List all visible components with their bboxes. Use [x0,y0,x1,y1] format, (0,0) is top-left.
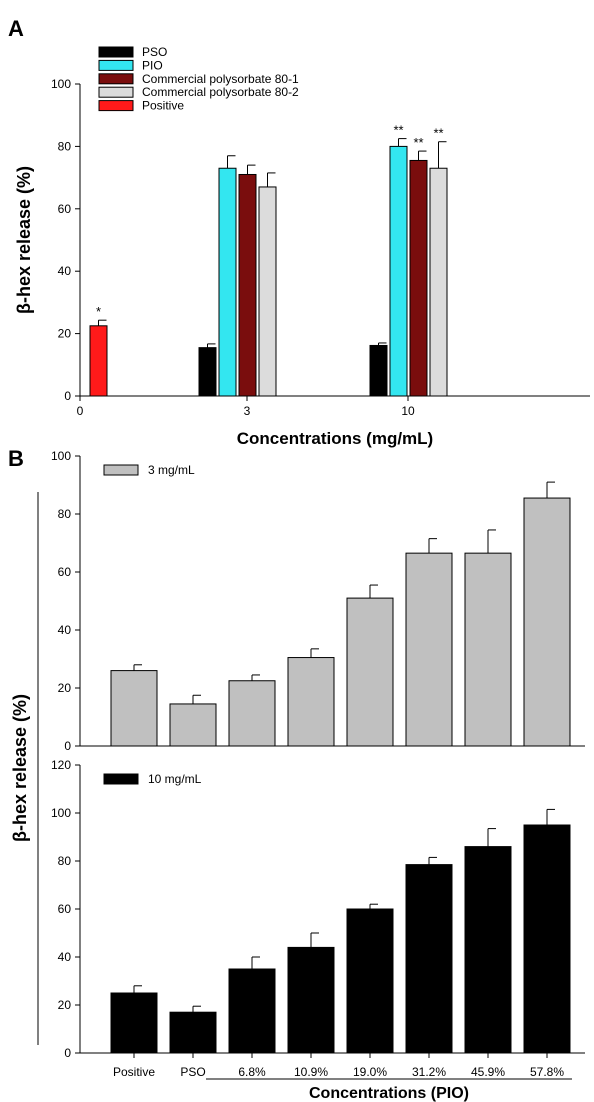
legend-label: Commercial polysorbate 80-1 [142,72,299,86]
bar [409,159,428,397]
panel-b-x-axis-title: Concentrations (PIO) [309,1085,469,1102]
bar [523,497,571,747]
legend-label: PIO [142,58,163,72]
bar [169,1011,217,1054]
bar [429,167,448,397]
bar [198,347,217,397]
panel-b-x-tick-label: 57.8% [530,1065,564,1079]
panel-a-x-tick-label: 10 [401,404,415,418]
panel-a-label: A [8,16,24,41]
panel-b-y-tick-label: 0 [64,1046,71,1060]
chart-panel-b-top: 0 20 40 60 80 100 3 mg/mL [51,449,585,753]
panel-b-x-tick-label: 6.8% [238,1065,266,1079]
legend-swatch [98,86,134,98]
legend-swatch [98,46,134,58]
panel-b-x-tick-label: Positive [113,1065,155,1079]
panel-b-y-tick-label: 40 [58,623,72,637]
bar [238,173,257,397]
panel-b-y-tick-label: 120 [51,758,71,772]
panel-b-y-tick-label: 60 [58,565,72,579]
significance-label: ** [433,126,443,141]
bar [523,824,571,1054]
bar [464,846,512,1054]
significance-label: ** [393,123,403,138]
bar [110,670,158,747]
bar [369,344,388,397]
legend-label: PSO [142,45,167,59]
panel-b-y-tick-label: 80 [58,507,72,521]
legend-label: 10 mg/mL [148,772,202,786]
panel-a-x-tick-label: 0 [77,404,84,418]
bar [89,325,108,397]
bar [110,992,158,1054]
panel-b-x-tick-label: 45.9% [471,1065,505,1079]
legend-swatch [98,59,134,71]
significance-label: ** [413,135,423,150]
bar [228,680,276,747]
panel-b-y-axis-title: β-hex release (%) [10,694,30,842]
bar [346,597,394,747]
panel-b-y-tick-label: 20 [58,998,72,1012]
bar [389,145,408,397]
bar [258,186,277,397]
panel-a-y-tick-label: 0 [64,389,71,403]
panel-a-x-tick-label: 3 [244,404,251,418]
panel-b-y-tick-label: 80 [58,854,72,868]
significance-label: * [96,304,101,319]
panel-b-label: B [8,446,24,471]
panel-b-y-tick-label: 60 [58,902,72,916]
panel-b-y-tick-label: 20 [58,681,72,695]
chart-panel-b-bottom: 0 20 40 60 80 100 120 Positive PSO 6.8% 10.9% 19.0%… [51,758,585,1079]
panel-b-x-tick-label: 31.2% [412,1065,446,1079]
legend-label: 3 mg/mL [148,463,195,477]
bar [287,657,335,747]
panel-b-y-tick-label: 100 [51,806,71,820]
panel-a-y-tick-label: 40 [58,264,72,278]
panel-b-y-tick-label: 40 [58,950,72,964]
bar [464,552,512,747]
panel-b-x-tick-label: 19.0% [353,1065,387,1079]
bar [218,167,237,397]
panel-b-y-tick-label: 0 [64,739,71,753]
panel-a-y-tick-label: 80 [58,139,72,153]
bar [169,703,217,747]
panel-a-y-tick-label: 100 [51,77,71,91]
bar [405,864,453,1054]
panel-b-y-tick-label: 100 [51,449,71,463]
panel-a-y-tick-label: 20 [58,327,72,341]
panel-b-x-tick-label: 10.9% [294,1065,328,1079]
legend-swatch [103,464,139,476]
panel-a-y-axis-title: β-hex release (%) [14,166,34,314]
panel-a-x-axis-title: Concentrations (mg/mL) [237,429,433,448]
bar [346,908,394,1054]
legend-swatch [103,773,139,785]
legend-swatch [98,73,134,85]
panel-a-y-tick-label: 60 [58,202,72,216]
panel-b-x-tick-label: PSO [180,1065,205,1079]
legend-label: Commercial polysorbate 80-2 [142,85,299,99]
bar [287,946,335,1054]
bar [405,552,453,747]
legend-swatch [98,100,134,112]
bar [228,968,276,1054]
legend-label: Positive [142,99,184,113]
